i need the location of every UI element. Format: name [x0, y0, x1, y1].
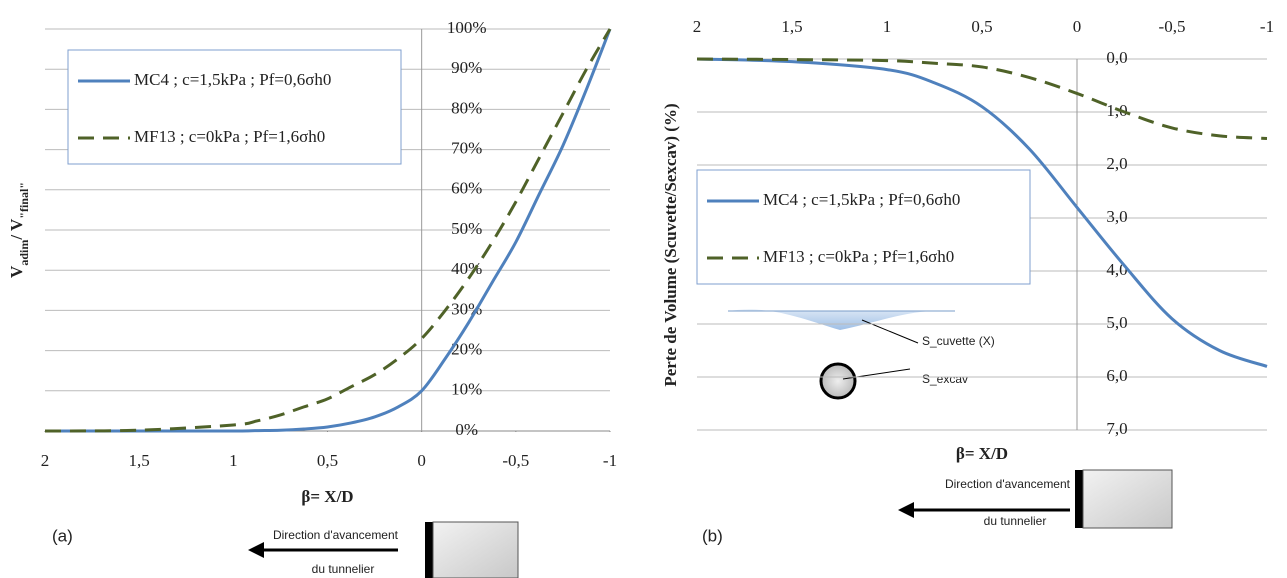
y-tick-label: 6,0: [1106, 366, 1127, 385]
tunnel-icon: [898, 469, 1173, 529]
x-tick-label: 2: [693, 17, 702, 36]
panel-label: (a): [52, 526, 73, 545]
x-tick-label: 0,5: [971, 17, 992, 36]
x-tick-label: -1: [603, 451, 617, 470]
panel-label: (b): [702, 526, 723, 545]
y-tick-label: 2,0: [1106, 154, 1127, 173]
annotation: du tunnelier: [984, 514, 1047, 528]
x-axis-label: β= X/D: [301, 487, 353, 506]
legend-label: MF13 ; c=0kPa ; Pf=1,6σh0: [763, 247, 954, 266]
y-tick-label: 100%: [447, 18, 487, 37]
x-tick-label: 1,5: [781, 17, 802, 36]
y-tick-label: 40%: [451, 259, 482, 278]
x-axis-label: β= X/D: [956, 444, 1008, 463]
y-tick-label: 70%: [451, 139, 482, 158]
y-axis-label-part: adim: [17, 240, 31, 266]
y-tick-label: 60%: [451, 179, 482, 198]
series-line: [45, 28, 612, 433]
x-tick-label: -0,5: [502, 451, 529, 470]
y-tick-label: 10%: [451, 380, 482, 399]
x-tick-label: 1: [883, 17, 892, 36]
x-tick-label: 0: [417, 451, 426, 470]
annotation: Direction d'avancement: [945, 477, 1071, 491]
series-line: [696, 57, 1268, 368]
y-tick-label: 3,0: [1106, 207, 1127, 226]
annotation: du tunnelier: [312, 562, 375, 576]
y-tick-label: 50%: [451, 219, 482, 238]
x-tick-label: 0,5: [317, 451, 338, 470]
y-tick-label: 0,0: [1106, 48, 1127, 67]
series-line: [44, 28, 612, 433]
schematic-label: S_excav: [922, 372, 968, 386]
y-axis-label-part: V: [7, 265, 26, 278]
x-tick-label: 0: [1073, 17, 1082, 36]
y-tick-label: 80%: [451, 98, 482, 117]
x-tick-label: 1: [229, 451, 238, 470]
x-tick-label: -1: [1260, 17, 1274, 36]
y-axis-label-part: / V: [7, 218, 26, 241]
legend-label: MC4 ; c=1,5kPa ; Pf=0,6σh0: [134, 70, 331, 89]
legend-box: [67, 49, 402, 165]
y-axis-label-part: "final": [17, 182, 31, 219]
annotation: Direction d'avancement: [273, 528, 399, 542]
tunnel-icon: [248, 521, 519, 578]
schematic-label: S_cuvette (X): [922, 334, 995, 348]
legend-label: MF13 ; c=0kPa ; Pf=1,6σh0: [134, 127, 325, 146]
y-axis-label: Perte de Volume (Scuvette/Sexcav) (%): [661, 103, 680, 386]
y-axis-label: Vadim/ V"final": [7, 182, 31, 278]
legend-label: MC4 ; c=1,5kPa ; Pf=0,6σh0: [763, 190, 960, 209]
y-tick-label: 90%: [451, 58, 482, 77]
y-tick-label: 0%: [455, 420, 478, 439]
x-tick-label: -0,5: [1159, 17, 1186, 36]
x-tick-label: 2: [41, 451, 50, 470]
x-tick-label: 1,5: [129, 451, 150, 470]
y-tick-label: 7,0: [1106, 419, 1127, 438]
y-tick-label: 4,0: [1106, 260, 1127, 279]
series-line: [696, 57, 1268, 140]
legend-box: [696, 169, 1031, 285]
schematic: S_cuvette (X) S_excav: [728, 309, 995, 400]
y-tick-label: 20%: [451, 340, 482, 359]
y-tick-label: 5,0: [1106, 313, 1127, 332]
